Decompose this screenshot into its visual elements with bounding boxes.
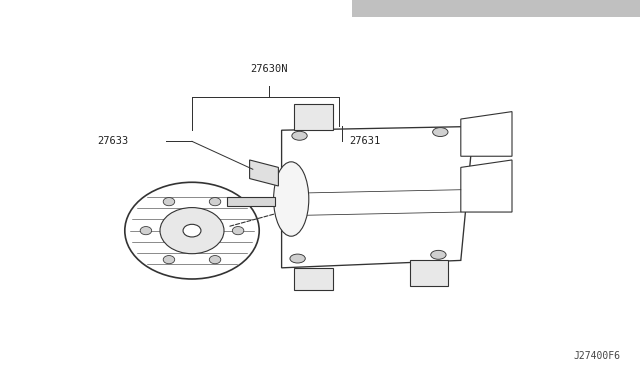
Circle shape [433,128,448,137]
Ellipse shape [125,182,259,279]
Ellipse shape [183,224,201,237]
Ellipse shape [163,198,175,206]
Ellipse shape [209,256,221,264]
FancyBboxPatch shape [227,197,275,206]
Ellipse shape [274,162,309,236]
Polygon shape [461,160,512,212]
Polygon shape [461,112,512,156]
Circle shape [292,131,307,140]
Circle shape [431,250,446,259]
Ellipse shape [232,227,244,235]
FancyBboxPatch shape [352,0,640,17]
Text: J27400F6: J27400F6 [574,351,621,361]
Ellipse shape [140,227,152,235]
Circle shape [290,254,305,263]
Polygon shape [410,260,448,286]
Polygon shape [250,160,278,186]
Ellipse shape [163,256,175,264]
Ellipse shape [160,208,224,254]
Text: 27633: 27633 [97,137,128,146]
Polygon shape [294,104,333,130]
Text: 27630N: 27630N [250,64,287,74]
Text: 27631: 27631 [349,137,380,146]
Polygon shape [294,268,333,290]
Ellipse shape [209,198,221,206]
Polygon shape [282,126,474,268]
